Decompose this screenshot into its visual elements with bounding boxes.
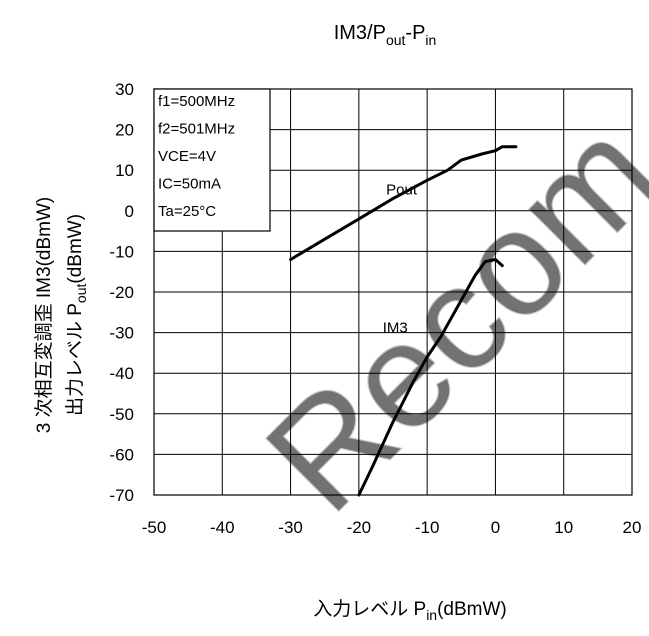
plot-frame xyxy=(153,88,633,496)
conditions-box-frame xyxy=(153,88,271,232)
y-tick-label: -20 xyxy=(109,283,134,302)
condition-line: f2=501MHz xyxy=(158,121,235,138)
grid xyxy=(154,89,632,495)
y-tick-labels: 30 20 10 0 -10 -20 -30 -40 -50 -60 -70 xyxy=(109,80,134,505)
series xyxy=(289,145,518,497)
x-tick-label: -30 xyxy=(278,518,303,537)
x-tick-label: 0 xyxy=(491,518,500,537)
y-tick-label: 20 xyxy=(115,121,134,140)
condition-line: IC=50mA xyxy=(158,176,221,193)
x-axis-title: 入力レベル Pin(dBmW) xyxy=(313,598,507,623)
y-tick-label: 0 xyxy=(125,202,134,221)
x-tick-label: 20 xyxy=(623,518,642,537)
series-label-pout: Pout xyxy=(386,182,418,199)
y-tick-label: -40 xyxy=(109,364,134,383)
y-tick-label: -70 xyxy=(109,486,134,505)
series-label-im3: IM3 xyxy=(383,320,408,337)
y-axis-title-im3: 3 次相互変調歪 IM3(dBmW) xyxy=(33,197,55,433)
x-tick-label: -50 xyxy=(142,518,167,537)
conditions-lines: f1=500MHz f2=501MHz VCE=4V IC=50mA Ta=25°C xyxy=(158,93,235,220)
x-tick-label: -10 xyxy=(415,518,440,537)
y-tick-label: -60 xyxy=(109,445,134,464)
series-labels: Pout IM3 xyxy=(383,182,418,337)
condition-line: Ta=25°C xyxy=(158,203,216,220)
condition-line: f1=500MHz xyxy=(158,93,235,110)
watermark-text: Recom xyxy=(234,88,649,543)
y-tick-label: -50 xyxy=(109,405,134,424)
y-tick-label: 30 xyxy=(115,80,134,99)
y-axis-title-pout: 出力レベル Pout(dBmW) xyxy=(64,214,89,416)
y-tick-label: -30 xyxy=(109,324,134,343)
chart-title: IM3/Pout-Pin xyxy=(334,22,437,48)
conditions-box: f1=500MHz f2=501MHz VCE=4V IC=50mA Ta=25°C xyxy=(153,88,271,232)
x-tick-labels: -50 -40 -30 -20 -10 0 10 20 xyxy=(142,518,642,537)
condition-line: VCE=4V xyxy=(158,148,216,165)
y-tick-label: -10 xyxy=(109,242,134,261)
y-tick-label: 10 xyxy=(115,161,134,180)
x-tick-label: -40 xyxy=(210,518,235,537)
x-tick-label: 10 xyxy=(554,518,573,537)
x-tick-label: -20 xyxy=(347,518,372,537)
series-line-pout xyxy=(289,145,518,261)
series-line-im3 xyxy=(357,258,504,497)
watermark: Recom xyxy=(233,87,649,543)
